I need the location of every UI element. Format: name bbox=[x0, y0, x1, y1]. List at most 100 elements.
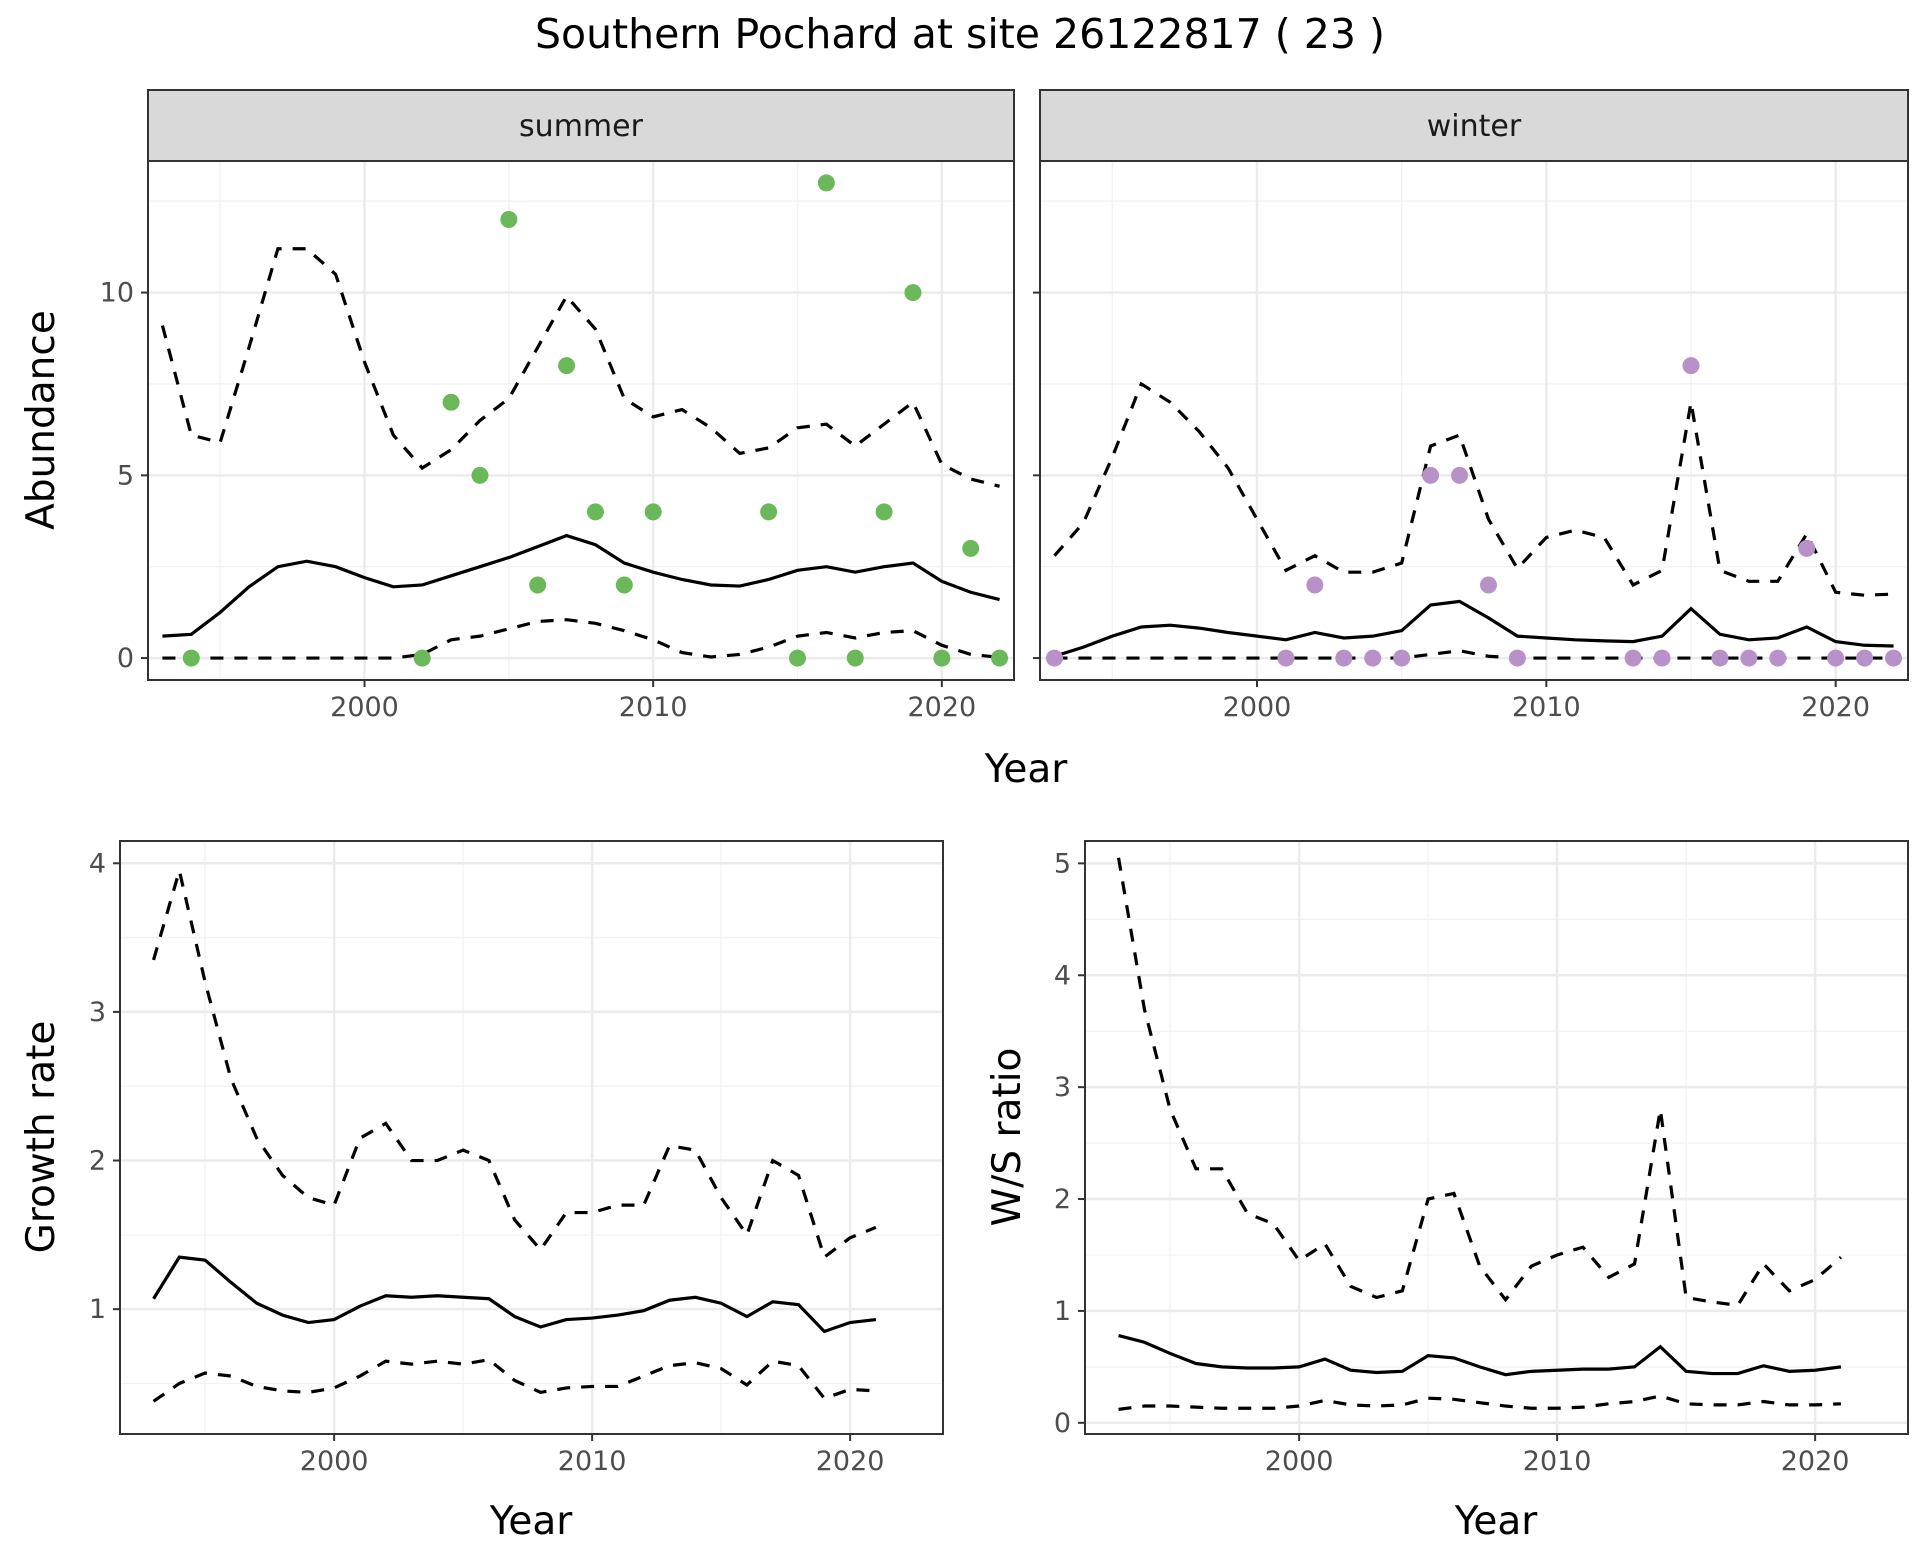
plot-summer: 2000 2010 2020 0 5 10 bbox=[100, 160, 1015, 723]
plot-area-summer bbox=[147, 160, 1015, 681]
ws-ratio-x-tick-label: 2010 bbox=[1523, 1446, 1592, 1477]
panel-summer: summer 2000 2010 2020 0 5 10 bbox=[100, 89, 1015, 723]
summer-observation-point bbox=[875, 503, 893, 521]
abundance-x-axis-title: Year bbox=[984, 747, 1069, 792]
summer-observation-point bbox=[991, 649, 1009, 667]
ws-ratio-y-axis-title: W/S ratio bbox=[985, 1048, 1030, 1227]
growth-x-tick-label: 2020 bbox=[816, 1446, 885, 1477]
summer-x-tick-label: 2010 bbox=[619, 692, 688, 723]
winter-observation-point bbox=[1045, 649, 1063, 667]
winter-observation-point bbox=[1277, 649, 1295, 667]
ws-ratio-upper-ci-line bbox=[1116, 857, 1842, 1308]
winter-observation-point bbox=[1885, 649, 1903, 667]
ws-ratio-mean-line bbox=[1118, 1333, 1842, 1377]
plot-growth: 2000 2010 2020 1 2 3 4 bbox=[89, 840, 944, 1477]
panel-winter: winter 2000 2010 2020 bbox=[1033, 89, 1909, 723]
ws-ratio-y-tick-label: 0 bbox=[1054, 1408, 1071, 1439]
ws-ratio-y-tick-label: 5 bbox=[1054, 848, 1071, 879]
abundance-y-axis-title: Abundance bbox=[19, 310, 64, 530]
winter-observation-point bbox=[1624, 649, 1642, 667]
summer-upper-ci-line bbox=[160, 247, 1000, 488]
strip-summer bbox=[147, 89, 1015, 162]
chart-title: Southern Pochard at site 26122817 ( 23 ) bbox=[535, 10, 1385, 58]
growth-lower-ci-line bbox=[152, 1357, 877, 1403]
growth-y-tick-label: 4 bbox=[89, 848, 106, 879]
panel-growth: 2000 2010 2020 1 2 3 4 bbox=[89, 840, 944, 1477]
winter-observation-point bbox=[1856, 649, 1874, 667]
summer-panel-border bbox=[147, 160, 1015, 681]
winter-x-tick-label: 2000 bbox=[1223, 692, 1292, 723]
winter-observation-point bbox=[1827, 649, 1845, 667]
ws-ratio-x-tick-label: 2020 bbox=[1781, 1446, 1850, 1477]
panel-ws-ratio: 2000 2010 2020 0 1 2 3 4 5 bbox=[1054, 840, 1909, 1477]
plot-area-growth bbox=[119, 840, 944, 1435]
summer-y-tick-label: 5 bbox=[117, 460, 134, 491]
summer-observation-point bbox=[760, 503, 778, 521]
growth-x-tick-label: 2010 bbox=[558, 1446, 627, 1477]
ws-ratio-y-tick-label: 4 bbox=[1054, 960, 1071, 991]
winter-observation-point bbox=[1508, 649, 1526, 667]
winter-observation-point bbox=[1711, 649, 1729, 667]
summer-mean-line bbox=[162, 533, 1000, 638]
summer-observation-point bbox=[933, 649, 951, 667]
summer-observation-point bbox=[182, 649, 200, 667]
summer-observation-point bbox=[615, 576, 633, 594]
summer-observation-point bbox=[904, 284, 922, 302]
summer-x-tick-label: 2020 bbox=[907, 692, 976, 723]
winter-observation-point bbox=[1306, 576, 1324, 594]
plot-winter: 2000 2010 2020 bbox=[1033, 160, 1909, 723]
summer-observation-point bbox=[442, 393, 460, 411]
ws-ratio-x-axis-title: Year bbox=[1454, 1499, 1539, 1544]
ws-ratio-panel-border bbox=[1084, 840, 1909, 1435]
summer-observation-point bbox=[586, 503, 604, 521]
summer-observation-point bbox=[558, 357, 576, 375]
winter-observation-point bbox=[1653, 649, 1671, 667]
winter-observation-point bbox=[1769, 649, 1787, 667]
plot-area-ws-ratio bbox=[1084, 840, 1909, 1435]
winter-x-tick-label: 2020 bbox=[1801, 692, 1870, 723]
strip-winter bbox=[1039, 89, 1909, 162]
growth-y-tick-label: 3 bbox=[89, 997, 106, 1028]
ws-ratio-y-tick-label: 2 bbox=[1054, 1184, 1071, 1215]
summer-observation-point bbox=[500, 210, 518, 228]
summer-x-tick-label: 2000 bbox=[330, 692, 399, 723]
summer-observation-point bbox=[471, 466, 489, 484]
growth-upper-ci-line bbox=[152, 864, 877, 1260]
winter-observation-point bbox=[1682, 357, 1700, 375]
summer-observation-point bbox=[817, 174, 835, 192]
winter-observation-point bbox=[1364, 649, 1382, 667]
summer-observation-point bbox=[644, 503, 662, 521]
winter-observation-point bbox=[1393, 649, 1411, 667]
growth-y-tick-label: 2 bbox=[89, 1146, 106, 1177]
plot-area-winter bbox=[1039, 160, 1909, 681]
winter-observation-point bbox=[1798, 539, 1816, 557]
winter-upper-ci-line bbox=[1053, 381, 1894, 597]
winter-mean-line bbox=[1053, 599, 1894, 658]
growth-mean-line bbox=[152, 1255, 877, 1334]
growth-x-tick-label: 2000 bbox=[300, 1446, 369, 1477]
ws-ratio-lower-ci-line bbox=[1118, 1394, 1841, 1411]
summer-observation-point bbox=[846, 649, 864, 667]
growth-y-axis-title: Growth rate bbox=[19, 1021, 64, 1254]
summer-y-tick-label: 0 bbox=[117, 643, 134, 674]
ws-ratio-y-tick-label: 1 bbox=[1054, 1296, 1071, 1327]
winter-observation-point bbox=[1451, 466, 1469, 484]
summer-observation-point bbox=[962, 539, 980, 557]
ws-ratio-x-tick-label: 2000 bbox=[1265, 1446, 1334, 1477]
winter-observation-point bbox=[1479, 576, 1497, 594]
winter-panel-border bbox=[1039, 160, 1909, 681]
summer-observation-point bbox=[789, 649, 806, 667]
strip-label-summer: summer bbox=[519, 109, 644, 144]
winter-observation-point bbox=[1740, 649, 1758, 667]
winter-observation-point bbox=[1422, 466, 1440, 484]
summer-y-tick-label: 10 bbox=[100, 278, 134, 309]
summer-observation-point bbox=[529, 576, 547, 594]
winter-x-tick-label: 2010 bbox=[1512, 692, 1581, 723]
growth-y-tick-label: 1 bbox=[89, 1294, 106, 1325]
ws-ratio-y-tick-label: 3 bbox=[1054, 1072, 1071, 1103]
winter-observation-point bbox=[1335, 649, 1353, 667]
strip-label-winter: winter bbox=[1427, 109, 1522, 144]
growth-panel-border bbox=[119, 840, 944, 1435]
summer-observation-point bbox=[413, 649, 431, 667]
